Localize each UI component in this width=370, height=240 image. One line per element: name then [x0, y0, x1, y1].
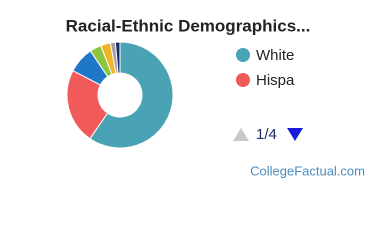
legend-page: 1/4 [256, 126, 277, 143]
prev-page[interactable] [233, 128, 249, 141]
legend-marker [236, 48, 250, 62]
chart-title: Racial-Ethnic Demographics... [66, 16, 311, 35]
center-label: .6% [118, 94, 134, 104]
legend-label: Hispa [256, 72, 295, 89]
legend-label: White [256, 47, 294, 64]
legend-marker [236, 73, 250, 87]
next-page[interactable] [287, 128, 303, 141]
watermark: CollegeFactual.com [250, 163, 365, 178]
chart: Racial-Ethnic Demographics... 1/4 Colleg… [66, 16, 365, 178]
donut-slice [89, 41, 174, 149]
donut-slice [114, 41, 121, 74]
